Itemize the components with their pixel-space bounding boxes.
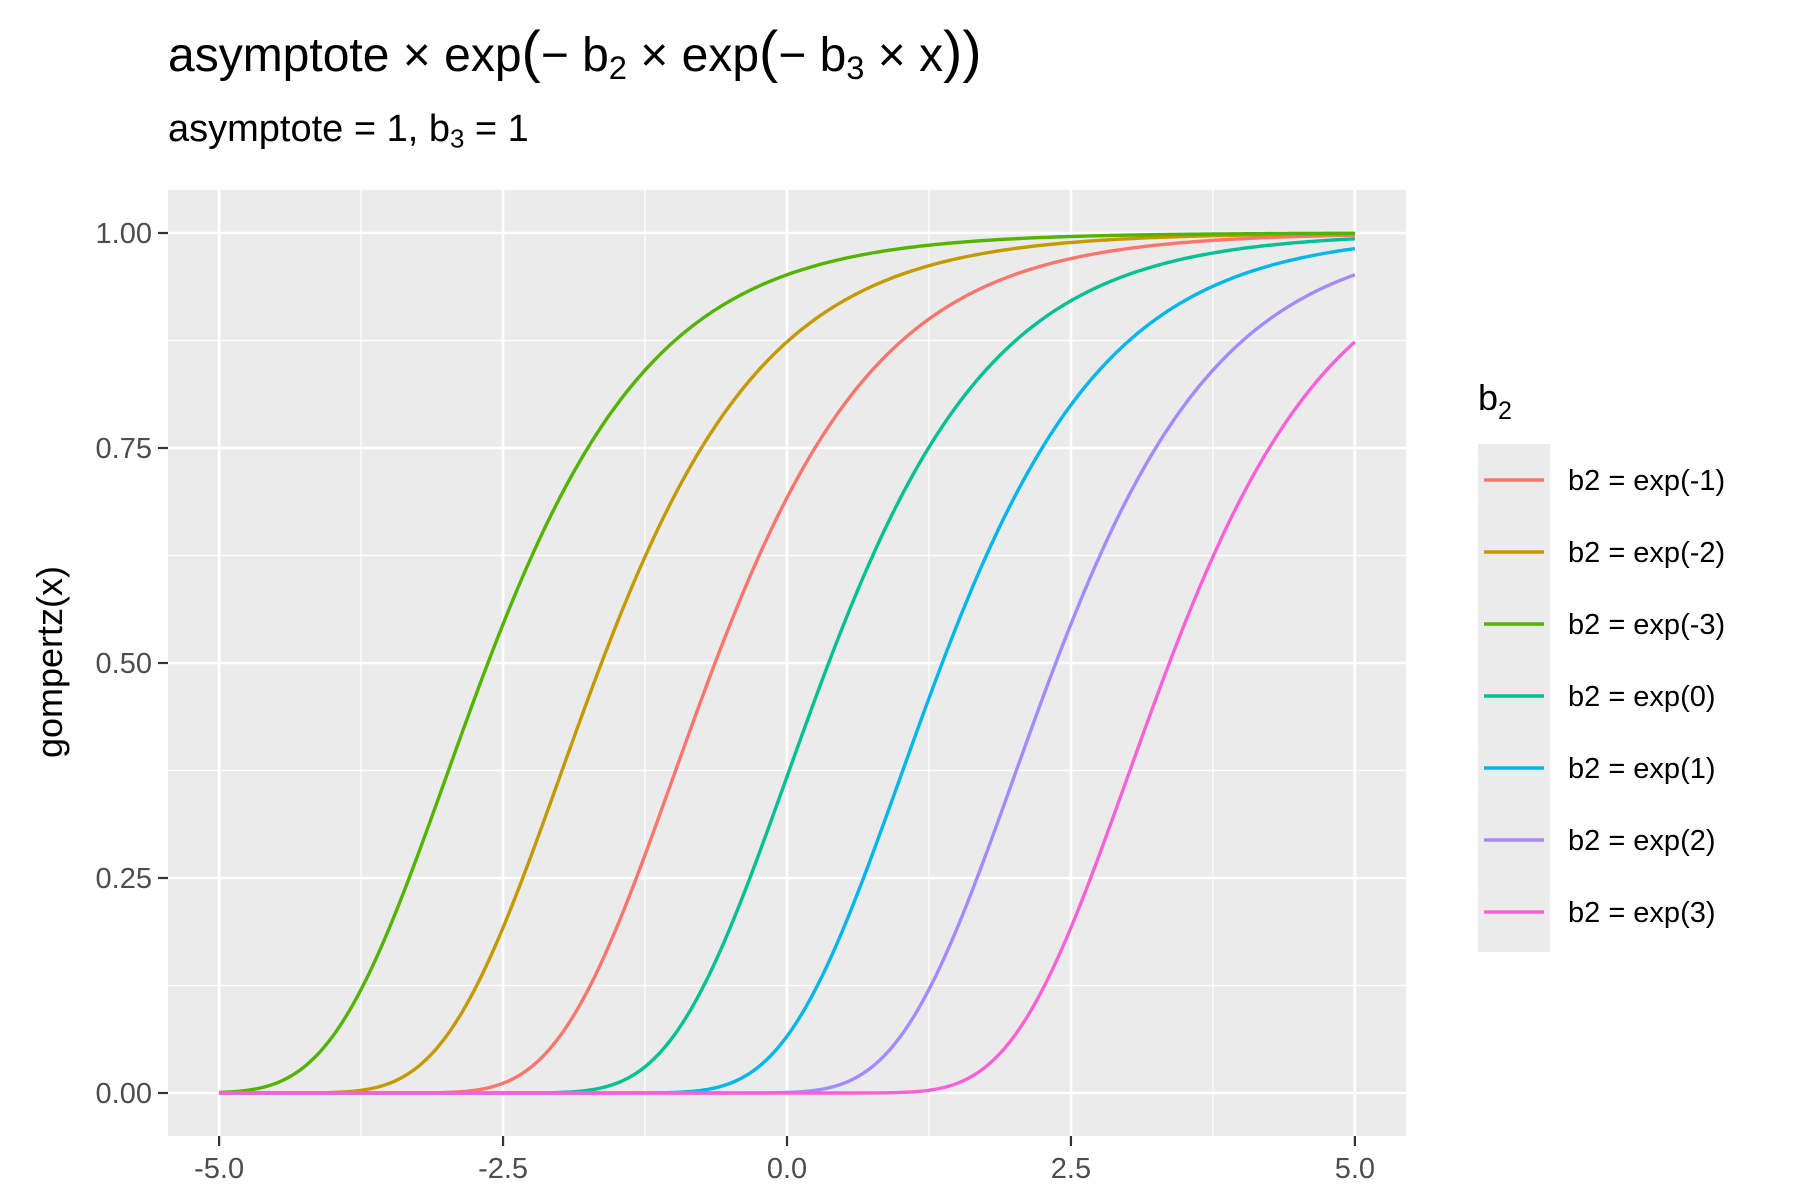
plot-subtitle: asymptote = 1, b3 = 1: [168, 108, 529, 154]
series-lines: [219, 231, 1357, 1095]
legend-label: b2 = exp(-3): [1568, 609, 1725, 641]
legend-label: b2 = exp(2): [1568, 825, 1716, 857]
title-text-3: × exp: [626, 29, 760, 82]
legend-label: b2 = exp(3): [1568, 897, 1716, 929]
series-line: [219, 232, 1355, 1095]
legend: b2 b2 = exp(-1)b2 = exp(-2)b2 = exp(-3)b…: [1478, 377, 1725, 952]
y-tick-label: 0.75: [96, 433, 152, 465]
x-axis: -5.0 -2.5 0.0 2.5 5.0: [194, 1136, 1375, 1185]
y-axis: 0.00 0.25 0.50 0.75 1.00: [96, 218, 168, 1110]
title-sub-1: 2: [608, 49, 627, 87]
y-tick-label: 0.50: [96, 648, 152, 680]
title-text-4: − b: [778, 29, 847, 82]
legend-label: b2 = exp(-1): [1568, 465, 1725, 497]
x-tick-label: -5.0: [194, 1153, 244, 1185]
legend-title: b2: [1478, 377, 1512, 425]
title-paren-close: )): [943, 20, 982, 84]
legend-label: b2 = exp(-2): [1568, 537, 1725, 569]
title-text-1: asymptote × exp: [168, 29, 522, 82]
series-line: [219, 231, 1355, 1095]
x-tick-label: -2.5: [478, 1153, 528, 1185]
grid-major: [168, 190, 1406, 1136]
title-paren-1: (: [521, 20, 541, 84]
series-line: [219, 340, 1357, 1095]
subtitle-sub: 3: [450, 125, 465, 154]
y-axis-label: gompertz(x): [29, 566, 70, 758]
subtitle-text-1: asymptote = 1, b: [168, 108, 450, 150]
x-tick-label: 0.0: [767, 1153, 807, 1185]
legend-title-base: b: [1478, 377, 1498, 418]
legend-label: b2 = exp(0): [1568, 681, 1716, 713]
subtitle-text-2: = 1: [464, 108, 529, 150]
y-tick-label: 0.00: [96, 1078, 152, 1110]
x-tick-label: 2.5: [1051, 1153, 1091, 1185]
title-text-2: − b: [540, 29, 609, 82]
y-tick-label: 0.25: [96, 863, 152, 895]
plot-title: asymptote × exp(− b2 × exp(− b3 × x)): [168, 23, 982, 87]
title-sub-2: 3: [846, 49, 865, 87]
title-paren-2: (: [759, 20, 779, 84]
legend-title-sub: 2: [1498, 397, 1512, 425]
legend-label: b2 = exp(1): [1568, 753, 1716, 785]
legend-key-background: [1478, 444, 1550, 952]
legend-items: b2 = exp(-1) b2 = exp(-2) b2 = exp(-3) b2 =…: [1484, 465, 1725, 929]
title-text-5: × x: [864, 29, 944, 82]
x-tick-label: 5.0: [1335, 1153, 1375, 1185]
y-tick-label: 1.00: [96, 218, 152, 250]
